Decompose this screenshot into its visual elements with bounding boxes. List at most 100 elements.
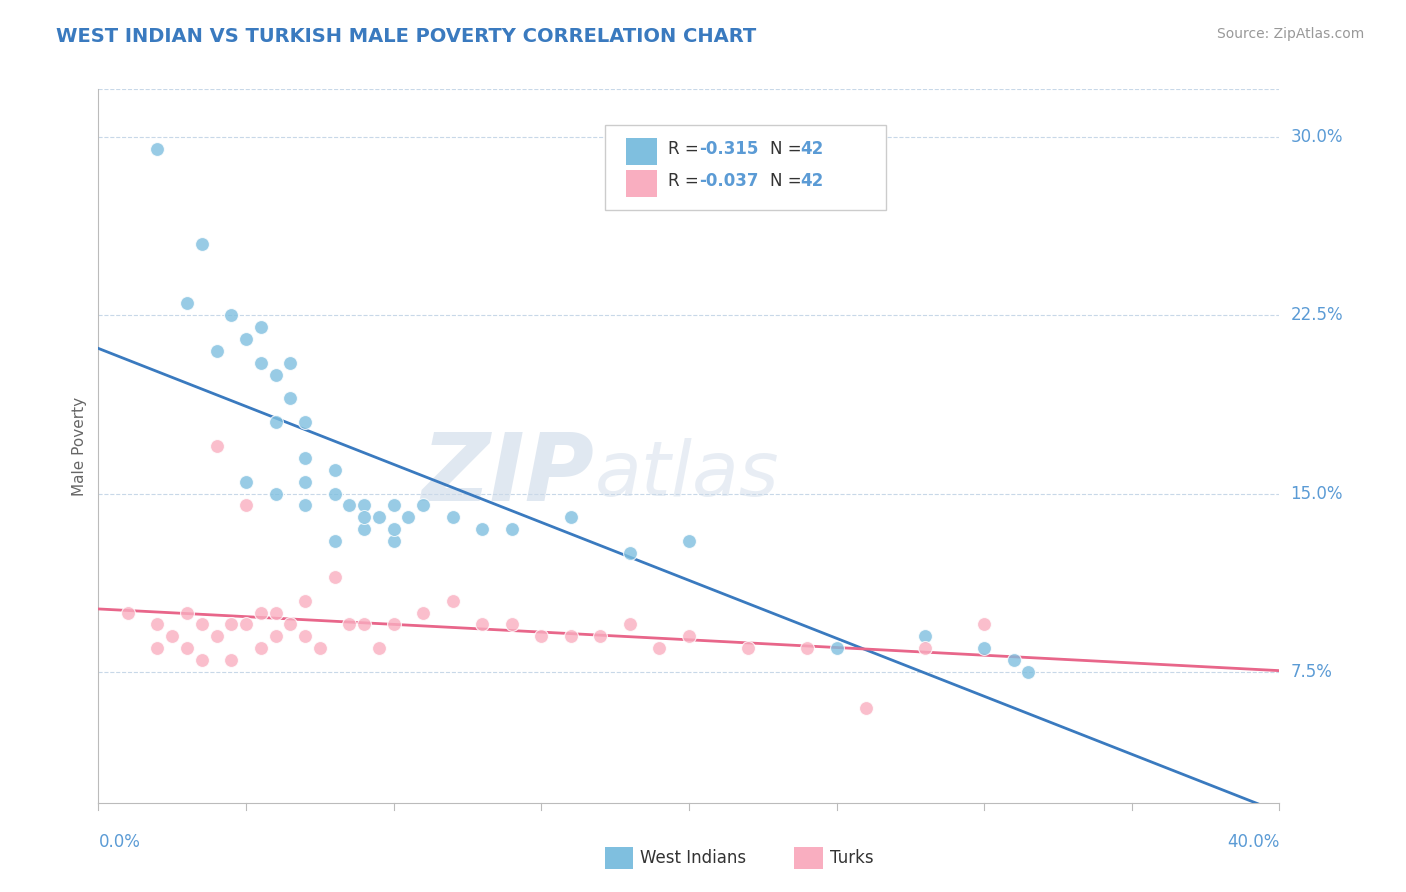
Point bbox=[382, 522, 405, 536]
Text: 42: 42 bbox=[800, 140, 824, 158]
Point bbox=[264, 486, 287, 500]
Point bbox=[278, 356, 302, 370]
Point bbox=[825, 641, 848, 656]
Text: WEST INDIAN VS TURKISH MALE POVERTY CORRELATION CHART: WEST INDIAN VS TURKISH MALE POVERTY CORR… bbox=[56, 27, 756, 45]
Text: R =: R = bbox=[668, 172, 704, 190]
Point bbox=[264, 606, 287, 620]
Point bbox=[146, 142, 169, 156]
Point bbox=[294, 499, 316, 513]
Point bbox=[914, 629, 936, 643]
Point bbox=[323, 534, 346, 549]
Text: 40.0%: 40.0% bbox=[1227, 833, 1279, 851]
Point bbox=[146, 641, 169, 656]
Point bbox=[264, 415, 287, 429]
Point bbox=[441, 510, 464, 524]
Point bbox=[560, 629, 582, 643]
Point bbox=[294, 415, 316, 429]
Point bbox=[235, 499, 257, 513]
Point bbox=[191, 236, 214, 251]
Point bbox=[396, 510, 419, 524]
Point bbox=[412, 499, 434, 513]
Point bbox=[250, 606, 273, 620]
Point bbox=[294, 629, 316, 643]
Point bbox=[294, 475, 316, 489]
Point bbox=[589, 629, 612, 643]
Point bbox=[278, 617, 302, 632]
Point bbox=[619, 546, 641, 560]
Text: 15.0%: 15.0% bbox=[1291, 484, 1343, 502]
Point bbox=[176, 641, 198, 656]
Point bbox=[205, 439, 228, 453]
Point bbox=[250, 641, 273, 656]
Point bbox=[353, 617, 375, 632]
Point bbox=[309, 641, 332, 656]
Text: -0.037: -0.037 bbox=[699, 172, 758, 190]
Point bbox=[560, 510, 582, 524]
Y-axis label: Male Poverty: Male Poverty bbox=[72, 396, 87, 496]
Point bbox=[353, 522, 375, 536]
Point bbox=[973, 641, 995, 656]
Text: R =: R = bbox=[668, 140, 704, 158]
Text: 22.5%: 22.5% bbox=[1291, 306, 1343, 324]
Point bbox=[205, 343, 228, 358]
Text: 42: 42 bbox=[800, 172, 824, 190]
Point bbox=[737, 641, 759, 656]
Point bbox=[264, 368, 287, 382]
Text: 7.5%: 7.5% bbox=[1291, 663, 1333, 681]
Point bbox=[796, 641, 818, 656]
Point bbox=[323, 486, 346, 500]
Point bbox=[219, 308, 242, 322]
Point bbox=[353, 499, 375, 513]
Point bbox=[323, 570, 346, 584]
Point bbox=[855, 700, 877, 714]
Point bbox=[176, 296, 198, 310]
Point bbox=[264, 629, 287, 643]
Text: ZIP: ZIP bbox=[422, 428, 595, 521]
Text: 0.0%: 0.0% bbox=[98, 833, 141, 851]
Point bbox=[382, 499, 405, 513]
Point bbox=[337, 499, 360, 513]
Point bbox=[250, 356, 273, 370]
Point bbox=[191, 617, 214, 632]
Point bbox=[501, 617, 523, 632]
Point bbox=[914, 641, 936, 656]
Point bbox=[205, 629, 228, 643]
Point bbox=[235, 332, 257, 346]
Text: Source: ZipAtlas.com: Source: ZipAtlas.com bbox=[1216, 27, 1364, 41]
Point bbox=[162, 629, 183, 643]
Point bbox=[382, 617, 405, 632]
Text: atlas: atlas bbox=[595, 438, 779, 511]
Text: N =: N = bbox=[770, 140, 807, 158]
Point bbox=[191, 653, 214, 667]
Point bbox=[146, 617, 169, 632]
Point bbox=[648, 641, 671, 656]
Point bbox=[368, 641, 391, 656]
Point bbox=[530, 629, 553, 643]
Point bbox=[294, 593, 316, 607]
Point bbox=[176, 606, 198, 620]
Point bbox=[323, 463, 346, 477]
Point bbox=[353, 510, 375, 524]
Point bbox=[973, 617, 995, 632]
Point bbox=[219, 653, 242, 667]
Point bbox=[441, 593, 464, 607]
Point bbox=[117, 606, 139, 620]
Point bbox=[219, 617, 242, 632]
Point bbox=[1002, 653, 1025, 667]
Point bbox=[619, 617, 641, 632]
Point bbox=[368, 510, 391, 524]
Point bbox=[1017, 665, 1039, 679]
Point bbox=[294, 450, 316, 465]
Text: N =: N = bbox=[770, 172, 807, 190]
Point bbox=[235, 617, 257, 632]
Point bbox=[250, 320, 273, 334]
Point bbox=[471, 522, 494, 536]
Point bbox=[337, 617, 360, 632]
Point bbox=[678, 629, 700, 643]
Text: -0.315: -0.315 bbox=[699, 140, 758, 158]
Text: Turks: Turks bbox=[830, 849, 873, 867]
Point bbox=[278, 392, 302, 406]
Text: West Indians: West Indians bbox=[640, 849, 745, 867]
Point bbox=[382, 534, 405, 549]
Point bbox=[471, 617, 494, 632]
